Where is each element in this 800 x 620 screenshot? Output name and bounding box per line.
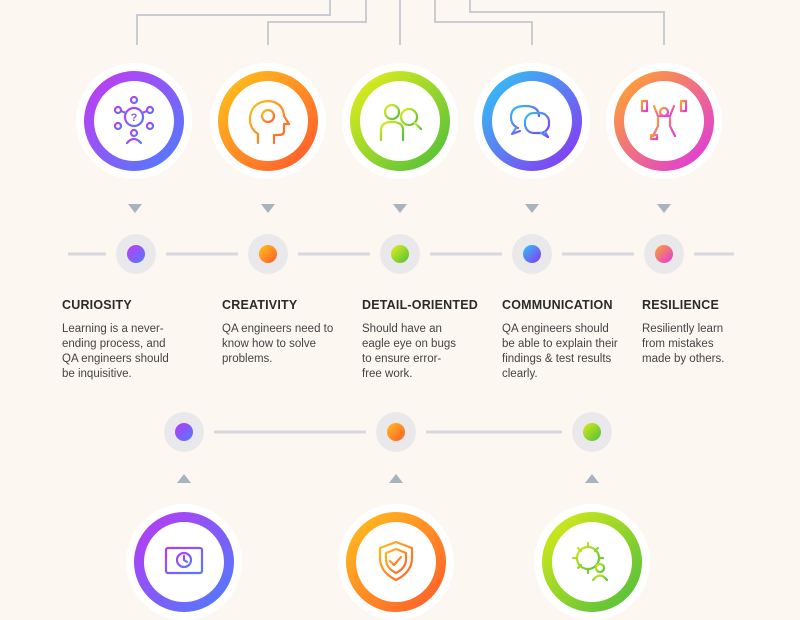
chevron-down-icon <box>525 204 539 213</box>
top-connectors <box>136 0 665 45</box>
up-arrows <box>177 474 599 483</box>
trait-description: QA engineers need to know how to solve p… <box>222 323 334 365</box>
trait-description: Resiliently learn from mistakes made by … <box>642 323 725 365</box>
chevron-down-icon <box>393 204 407 213</box>
trait-title: CREATIVITY <box>222 298 298 312</box>
chevron-down-icon <box>128 204 142 213</box>
bottom-icon-2 <box>338 504 454 620</box>
weightlifter-icon <box>640 99 688 141</box>
trait-curiosity: CURIOSITY Learning is a never-ending pro… <box>62 298 190 382</box>
trait-icon-detail-oriented <box>342 63 458 179</box>
question-network-icon: ? <box>113 95 155 145</box>
bottom-icon-3 <box>534 504 650 620</box>
trait-resilience: RESILIENCE Resiliently learn from mistak… <box>642 298 770 367</box>
magnifier-person-icon <box>379 103 423 142</box>
speech-bubbles-icon <box>509 104 551 139</box>
trait-creativity: CREATIVITY QA engineers need to know how… <box>222 298 350 367</box>
trait-title: RESILIENCE <box>642 298 720 312</box>
shield-check-icon <box>378 540 414 582</box>
trait-icon-creativity <box>210 63 326 179</box>
timeline-dots-upper <box>116 234 684 274</box>
trait-description: Learning is a never-ending process, and … <box>62 323 169 380</box>
svg-text:?: ? <box>131 112 138 124</box>
trait-title: CURIOSITY <box>62 298 132 312</box>
bottom-icon-1 <box>126 504 242 620</box>
chevron-up-icon <box>585 474 599 483</box>
chevron-up-icon <box>389 474 403 483</box>
trait-title: DETAIL-ORIENTED <box>362 298 478 312</box>
timeline-dots-lower <box>164 412 612 452</box>
trait-title: COMMUNICATION <box>502 298 613 312</box>
trait-icon-communication <box>474 63 590 179</box>
trait-description: QA engineers should be able to explain t… <box>502 323 618 380</box>
gear-person-icon <box>571 541 609 582</box>
chevron-down-icon <box>261 204 275 213</box>
trait-detail-oriented: DETAIL-ORIENTED Should have an eagle eye… <box>362 298 490 382</box>
chevron-up-icon <box>177 474 191 483</box>
monitor-clock-icon <box>164 546 204 582</box>
head-lightbulb-icon <box>248 99 291 145</box>
trait-communication: COMMUNICATION QA engineers should be abl… <box>502 298 630 382</box>
trait-description: Should have an eagle eye on bugs to ensu… <box>362 323 456 380</box>
trait-icon-curiosity: ? <box>76 63 192 179</box>
down-arrows <box>128 204 671 213</box>
trait-icon-resilience <box>606 63 722 179</box>
chevron-down-icon <box>657 204 671 213</box>
